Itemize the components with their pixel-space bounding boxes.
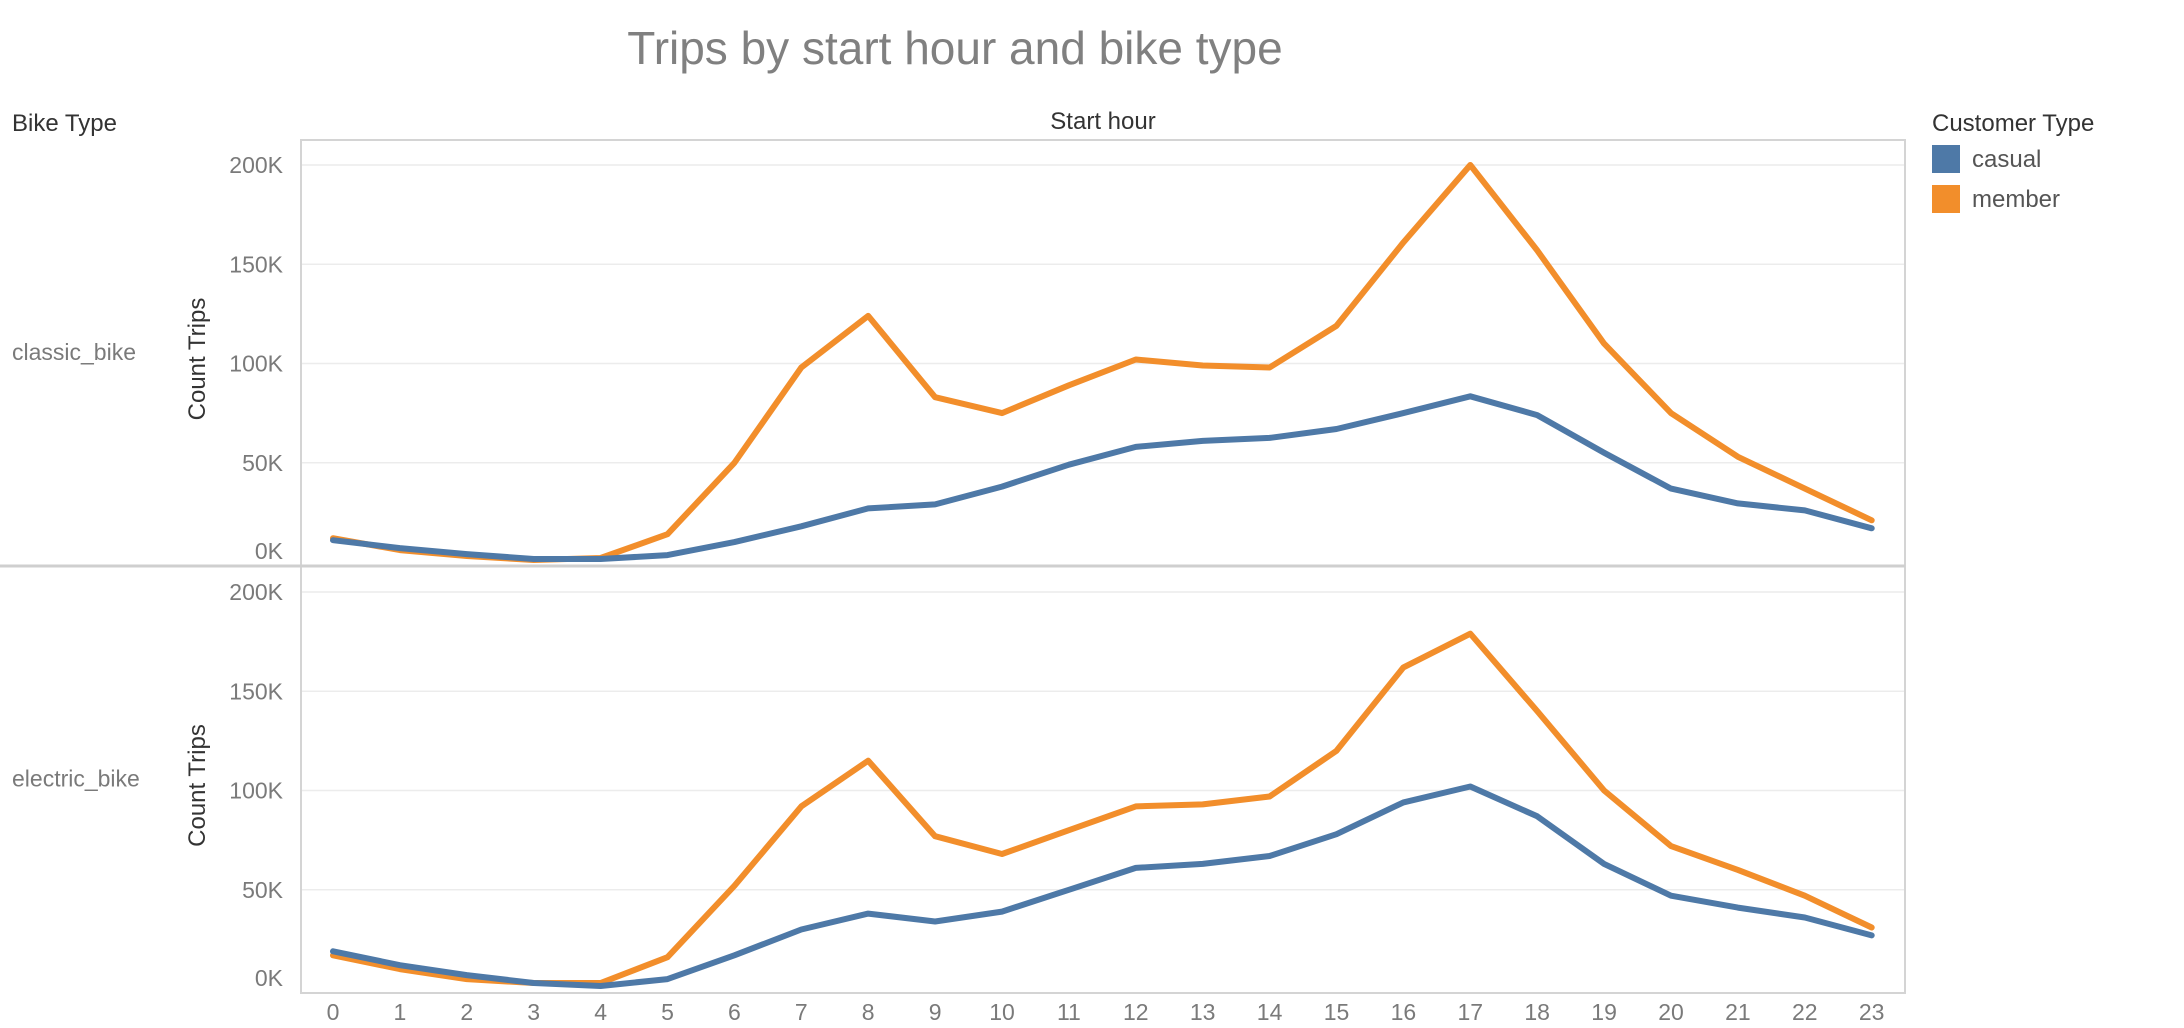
series-line-member-electric_bike [330,630,1875,986]
x-tick-label: 22 [1792,999,1818,1025]
x-tick-label: 4 [594,999,607,1025]
y-axis-title: Count Trips [184,298,211,421]
panel-classic_bike: 0K 50K 100K 150K 200K Count Trips classic_bike [12,139,1906,567]
y-tick-label: 0K [255,965,284,991]
y-tick-label: 0K [255,538,284,564]
y-tick-label: 100K [229,351,283,377]
y-tick-label: 150K [229,251,283,277]
x-axis: 0 1 2 3 4 5 6 7 8 9 10 11 12 13 14 15 16 17 18 19 20 21 22 23 [327,999,1885,1025]
x-tick-label: 16 [1391,999,1417,1025]
y-tick-label: 50K [242,450,284,476]
chart-panels: 0K 50K 100K 150K 200K Count Trips classic_bike… [0,139,1906,994]
x-tick-label: 10 [989,999,1015,1025]
x-tick-label: 11 [1057,999,1081,1025]
x-tick-label: 18 [1524,999,1550,1025]
x-tick-label: 3 [527,999,540,1025]
facet-label-electric_bike: electric_bike [12,766,140,792]
legend: Customer Type casual member [1932,110,2094,213]
facet-label-classic_bike: classic_bike [12,339,136,365]
y-axis-title: Count Trips [184,724,211,847]
x-tick-label: 19 [1591,999,1617,1025]
chart-title: Trips by start hour and bike type [627,22,1282,74]
x-tick-label: 15 [1324,999,1350,1025]
x-tick-label: 17 [1458,999,1484,1025]
x-tick-label: 12 [1123,999,1149,1025]
legend-swatch-casual [1932,145,1960,173]
legend-title: Customer Type [1932,110,2094,137]
x-tick-label: 14 [1257,999,1283,1025]
y-tick-label: 100K [229,778,283,804]
x-tick-label: 6 [728,999,741,1025]
series-line-member-classic_bike [330,162,1875,563]
y-tick-label: 150K [229,678,283,704]
x-tick-label: 2 [460,999,473,1025]
panel-frame [300,565,1906,994]
column-header: Start hour [1050,108,1155,135]
panel-frame [300,139,1906,567]
y-tick-label: 200K [229,152,283,178]
x-tick-label: 7 [795,999,808,1025]
y-tick-label: 50K [242,877,284,903]
x-tick-label: 23 [1859,999,1885,1025]
x-tick-label: 8 [862,999,875,1025]
panel-electric_bike: 0K 50K 100K 150K 200K Count Trips electric_bik… [12,565,1906,994]
legend-label-casual: casual [1972,146,2041,173]
legend-label-member: member [1972,186,2060,213]
series-line-casual-electric_bike [330,783,1875,989]
x-tick-label: 0 [327,999,340,1025]
x-tick-label: 5 [661,999,674,1025]
x-tick-label: 20 [1658,999,1684,1025]
x-tick-label: 9 [929,999,942,1025]
y-tick-label: 200K [229,579,283,605]
x-tick-label: 1 [394,999,407,1025]
row-header: Bike Type [12,110,117,137]
x-tick-label: 13 [1190,999,1216,1025]
legend-swatch-member [1932,185,1960,213]
series-line-casual-classic_bike [330,393,1875,562]
x-tick-label: 21 [1725,999,1751,1025]
